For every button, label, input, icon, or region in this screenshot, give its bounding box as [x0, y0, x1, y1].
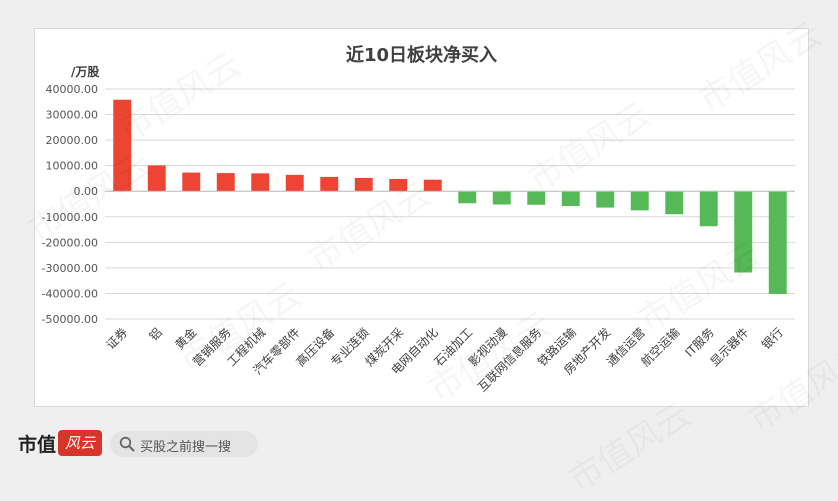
- bar: [147, 165, 166, 192]
- search-placeholder: 买股之前搜一搜: [140, 440, 232, 455]
- y-tick-label: 30000.00: [46, 109, 99, 122]
- bar: [182, 172, 201, 192]
- bar-chart: 40000.00 30000.00 20000.00 10000.00 0.00 -100…: [42, 83, 795, 395]
- bar: [216, 173, 235, 192]
- search-box[interactable]: 买股之前搜一搜: [110, 431, 258, 457]
- bar: [423, 179, 442, 192]
- bar: [734, 191, 753, 273]
- chart-title: 近10日板块净买入: [345, 45, 498, 66]
- y-tick-label: 20000.00: [46, 134, 99, 147]
- bar: [320, 176, 339, 192]
- y-axis-unit-label: /万股: [71, 65, 100, 79]
- bar: [389, 178, 408, 192]
- bar: [354, 177, 373, 192]
- bar: [699, 191, 718, 227]
- y-tick-label: -10000.00: [42, 211, 98, 224]
- bar: [251, 173, 270, 192]
- bar: [596, 191, 615, 208]
- footer-bar: 市值 风云 买股之前搜一搜: [0, 418, 838, 472]
- x-tick-label: 航空运输: [638, 325, 683, 370]
- y-tick-label: -40000.00: [42, 287, 98, 300]
- y-tick-label: -30000.00: [42, 262, 98, 275]
- x-tick-label: 铝: [146, 325, 165, 344]
- bar: [113, 99, 132, 192]
- y-tick-label: 40000.00: [46, 83, 99, 96]
- brand-logo-text: 市值: [18, 434, 57, 456]
- brand-logo-badge: 风云: [58, 430, 102, 456]
- x-tick-label: 银行: [759, 325, 786, 352]
- y-tick-label: -20000.00: [42, 236, 98, 249]
- bar: [561, 191, 580, 207]
- y-tick-label: -50000.00: [42, 313, 98, 326]
- x-tick-label: 显示器件: [708, 325, 752, 369]
- search-icon: [119, 436, 135, 452]
- bar: [665, 191, 684, 215]
- bar: [768, 191, 787, 294]
- x-tick-label: 证券: [103, 325, 131, 353]
- bar: [527, 191, 546, 205]
- x-tick-label: 黄金: [172, 325, 200, 353]
- y-tick-label: 0.00: [74, 185, 99, 198]
- y-tick-label: 10000.00: [46, 160, 99, 173]
- bar: [630, 191, 649, 211]
- bar: [492, 191, 511, 205]
- bar: [458, 191, 477, 204]
- bar: [285, 174, 304, 192]
- chart-card: 近10日板块净买入 /万股 40000.00 30000.00 20000.00 10…: [34, 28, 809, 407]
